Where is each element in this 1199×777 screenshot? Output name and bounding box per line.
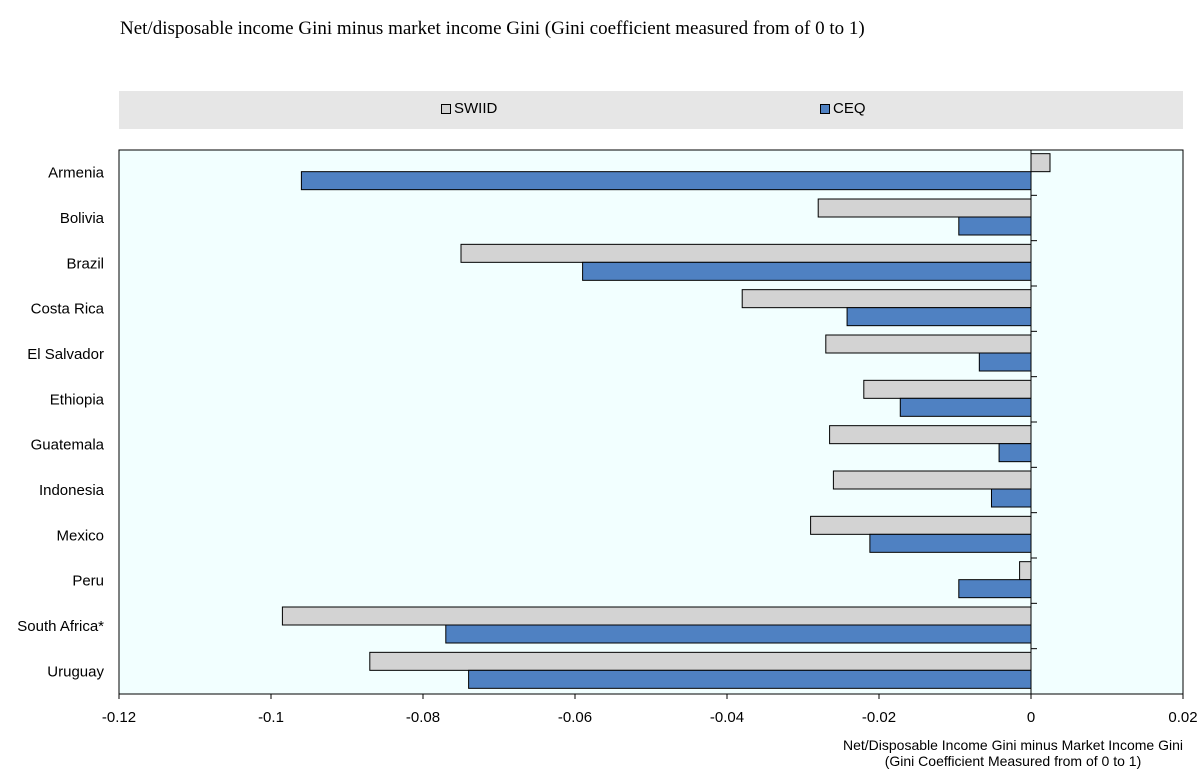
- bar-swiid-south-africa: [281, 606, 1032, 626]
- bar-ceq-el-salvador: [978, 352, 1032, 372]
- x-tick-label: -0.1: [258, 709, 284, 726]
- x-tick-label: -0.08: [406, 709, 440, 726]
- legend: SWIID CEQ: [119, 91, 1183, 129]
- bar-ceq-bolivia: [958, 216, 1032, 236]
- bar-swiid-costa-rica: [741, 289, 1032, 309]
- plot-area: [118, 149, 1184, 695]
- bar-swiid-el-salvador: [825, 334, 1032, 354]
- x-tick-label: -0.12: [102, 709, 136, 726]
- x-axis-label-line1: Net/Disposable Income Gini minus Market …: [842, 737, 1183, 753]
- bar-chart: Armenia Bolivia Brazil Costa Rica El Salvado…: [17, 149, 1198, 726]
- x-tick-label: -0.02: [862, 709, 896, 726]
- chart-title: Net/disposable income Gini minus market …: [120, 18, 865, 39]
- bar-swiid-ethiopia: [863, 379, 1032, 399]
- x-tick-label: -0.06: [558, 709, 592, 726]
- bar-ceq-indonesia: [990, 488, 1032, 508]
- legend-item-ceq: CEQ: [820, 100, 866, 117]
- bar-swiid-indonesia: [832, 470, 1032, 490]
- bar-ceq-ethiopia: [899, 397, 1032, 417]
- legend-swatch-ceq: [820, 103, 830, 114]
- category-label-south-africa: South Africa*: [17, 618, 104, 635]
- category-label-peru: Peru: [72, 573, 104, 590]
- category-label-costa-rica: Costa Rica: [31, 301, 105, 318]
- legend-label-swiid: SWIID: [454, 100, 498, 117]
- legend-item-swiid: SWIID: [441, 100, 497, 117]
- category-label-el-salvador: El Salvador: [27, 346, 104, 363]
- bar-swiid-bolivia: [817, 198, 1032, 218]
- x-tick-label: 0.02: [1168, 709, 1197, 726]
- x-axis-label-line2: (Gini Coefficient Measured from of 0 to …: [884, 753, 1142, 769]
- bar-ceq-guatemala: [998, 443, 1032, 463]
- bar-swiid-brazil: [460, 243, 1032, 263]
- bar-ceq-south-africa: [445, 624, 1032, 644]
- bar-swiid-peru: [1019, 561, 1032, 581]
- legend-swatch-swiid: [441, 103, 451, 114]
- category-label-brazil: Brazil: [66, 255, 104, 272]
- bar-ceq-armenia: [300, 171, 1032, 191]
- bar-ceq-peru: [958, 579, 1032, 599]
- category-label-bolivia: Bolivia: [60, 210, 105, 227]
- bar-ceq-brazil: [582, 261, 1032, 281]
- category-label-guatemala: Guatemala: [31, 437, 105, 454]
- bar-swiid-guatemala: [829, 425, 1032, 445]
- bar-ceq-costa-rica: [846, 307, 1032, 327]
- bar-ceq-mexico: [869, 533, 1032, 553]
- category-label-indonesia: Indonesia: [39, 482, 105, 499]
- category-label-uruguay: Uruguay: [47, 663, 104, 680]
- category-label-ethiopia: Ethiopia: [50, 391, 105, 408]
- category-label-armenia: Armenia: [48, 165, 105, 182]
- legend-label-ceq: CEQ: [833, 100, 866, 117]
- bar-swiid-uruguay: [369, 651, 1032, 671]
- bar-swiid-mexico: [810, 515, 1032, 535]
- x-axis-label: Net/Disposable Income Gini minus Market …: [843, 737, 1183, 769]
- x-tick-label: -0.04: [710, 709, 744, 726]
- bar-swiid-armenia: [1030, 153, 1051, 173]
- category-label-mexico: Mexico: [56, 527, 104, 544]
- bar-ceq-uruguay: [468, 669, 1032, 689]
- x-tick-label: 0: [1027, 709, 1035, 726]
